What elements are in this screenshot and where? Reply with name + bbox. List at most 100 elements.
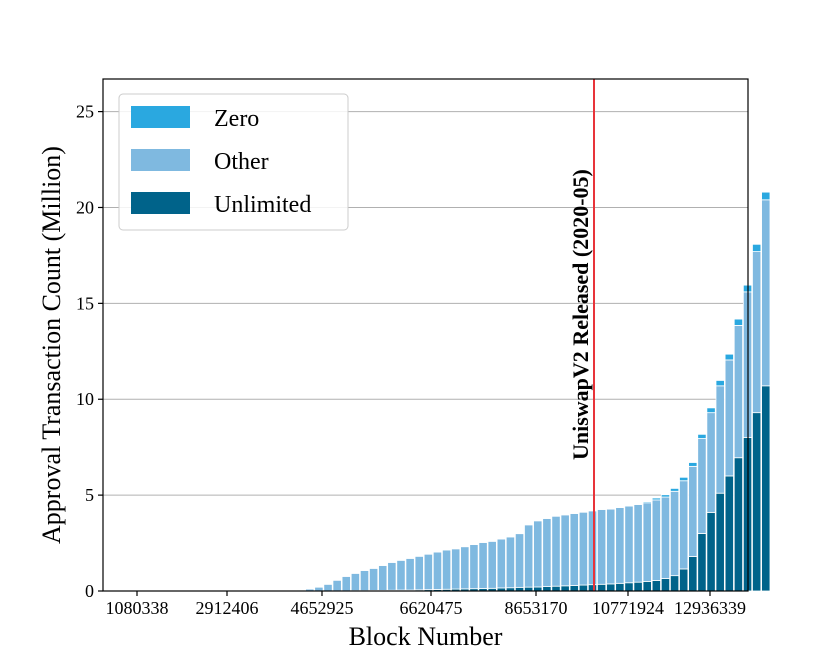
bar-unlimited xyxy=(660,578,671,592)
legend-label-unlimited: Unlimited xyxy=(214,192,311,218)
bar-other xyxy=(469,544,479,590)
bar-other xyxy=(487,540,497,589)
bar-other xyxy=(441,549,452,590)
bar-other xyxy=(369,567,379,591)
bar-unlimited xyxy=(724,475,734,592)
bar-other xyxy=(551,515,561,587)
y-tick-label: 5 xyxy=(85,485,94,505)
bar-zero xyxy=(706,407,716,414)
plot-frame xyxy=(102,78,749,592)
y-tick-labels: 0 5 10 15 20 25 xyxy=(76,102,94,601)
bar-zero xyxy=(688,462,698,467)
bar-zero xyxy=(669,488,680,492)
bar-zero xyxy=(642,501,652,504)
bar-other xyxy=(697,438,707,534)
bar-zero xyxy=(606,508,616,510)
bar-zero xyxy=(697,433,707,439)
bar-other xyxy=(451,548,461,590)
bar-other xyxy=(496,538,506,589)
bar-unlimited xyxy=(679,568,689,592)
bar-other xyxy=(569,513,579,586)
bar-zero xyxy=(679,476,689,482)
bar-unlimited xyxy=(551,585,561,592)
bar-other xyxy=(597,509,607,585)
uniswap-release-annotation: UniswapV2 Released (2020-05) xyxy=(568,169,593,460)
bar-other xyxy=(414,555,424,591)
bar-other xyxy=(560,514,570,587)
bar-zero xyxy=(624,505,634,507)
bar-other xyxy=(651,499,661,581)
bar-other xyxy=(642,502,652,582)
bar-other xyxy=(660,496,671,579)
x-axis-title: Block Number xyxy=(349,622,503,651)
x-tick-labels: 1080338 2912406 4652925 6620475 8653170 10771… xyxy=(106,598,747,618)
stacked-bars xyxy=(296,191,771,592)
y-tick-label: 0 xyxy=(85,581,94,601)
bar-zero xyxy=(633,503,643,505)
bar-unlimited xyxy=(733,457,744,592)
bar-zero xyxy=(651,497,661,501)
bar-other xyxy=(542,518,552,587)
legend-swatch-unlimited xyxy=(131,192,190,214)
bar-zero xyxy=(578,511,588,513)
bar-zero xyxy=(660,494,671,498)
bar-unlimited xyxy=(715,492,725,592)
bar-zero xyxy=(597,508,607,510)
bar-other xyxy=(578,511,588,586)
axes xyxy=(98,78,749,596)
x-tick-label: 8653170 xyxy=(505,598,568,618)
bar-other xyxy=(733,325,744,459)
bar-other xyxy=(423,553,433,591)
bar-other xyxy=(752,251,762,414)
bar-other xyxy=(679,480,689,570)
bar-zero xyxy=(733,318,744,326)
bar-unlimited xyxy=(752,412,762,592)
bar-unlimited xyxy=(533,586,543,592)
bar-unlimited xyxy=(569,585,579,592)
bar-other xyxy=(341,576,351,592)
bar-other xyxy=(460,546,470,590)
bar-unlimited xyxy=(606,583,616,592)
bar-other xyxy=(478,542,488,589)
bar-other xyxy=(514,533,525,588)
bar-other xyxy=(633,504,643,583)
bar-unlimited xyxy=(706,511,716,592)
bar-unlimited xyxy=(578,584,588,592)
bar-other xyxy=(724,359,734,477)
bar-unlimited xyxy=(597,583,607,592)
y-tick-label: 15 xyxy=(76,293,94,313)
x-tick-label: 1080338 xyxy=(106,598,169,618)
y-tick-label: 10 xyxy=(76,389,94,409)
bar-other xyxy=(524,524,534,588)
bar-other xyxy=(359,570,370,592)
bar-zero xyxy=(761,191,771,201)
bar-other xyxy=(396,559,406,591)
bar-other xyxy=(505,536,516,589)
bar-other xyxy=(323,583,333,592)
bar-other xyxy=(332,579,342,592)
bar-unlimited xyxy=(615,582,625,592)
bar-other xyxy=(706,412,716,513)
bar-unlimited xyxy=(669,575,680,592)
bar-unlimited xyxy=(624,582,634,592)
x-tick-label: 10771924 xyxy=(592,598,664,618)
bar-other xyxy=(624,505,634,584)
x-tick-label: 12936339 xyxy=(674,598,746,618)
bar-unlimited xyxy=(542,586,552,592)
bar-other xyxy=(350,572,360,592)
bar-zero xyxy=(587,509,598,512)
bar-other xyxy=(606,508,616,585)
x-tick-label: 2912406 xyxy=(196,598,259,618)
bar-other xyxy=(378,565,388,591)
bar-other xyxy=(715,385,725,494)
x-tick-label: 6620475 xyxy=(400,598,463,618)
bar-other xyxy=(615,507,625,584)
legend-swatch-other xyxy=(131,149,190,171)
y-tick-label: 20 xyxy=(76,197,94,217)
bar-unlimited xyxy=(761,385,771,592)
x-tick-label: 4652925 xyxy=(291,598,354,618)
bar-unlimited xyxy=(688,556,698,592)
bar-other xyxy=(387,562,397,591)
bar-unlimited xyxy=(560,585,570,592)
